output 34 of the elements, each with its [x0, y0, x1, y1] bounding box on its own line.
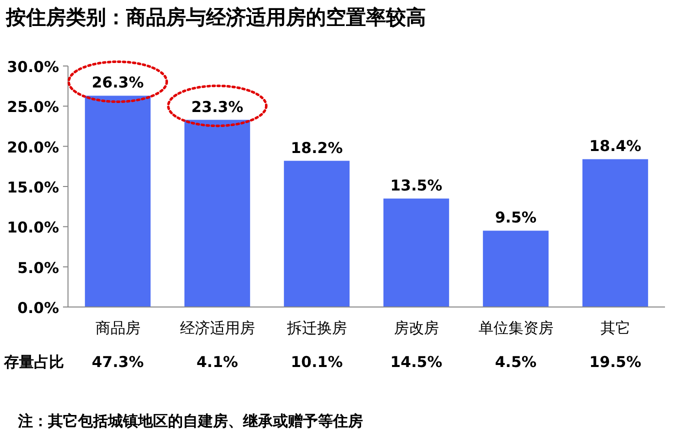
bar — [582, 159, 648, 307]
x-tick-label: 其它 — [600, 319, 630, 337]
y-tick-label: 15.0% — [6, 178, 59, 196]
bar — [184, 120, 250, 307]
y-tick-label: 30.0% — [6, 58, 59, 76]
bar — [482, 230, 549, 307]
data-label: 26.3% — [92, 74, 144, 92]
y-tick-label: 5.0% — [17, 258, 59, 277]
text: 4.5% — [494, 353, 537, 371]
chart-title: 按住房类别：商品房与经济适用房的空置率较高 — [5, 5, 426, 29]
x-tick-label: 单位集资房 — [478, 319, 554, 337]
text: 存量占比 — [3, 353, 64, 371]
y-tick-label: 20.0% — [6, 138, 59, 156]
text: 4.1% — [196, 353, 238, 371]
text: 47.3% — [92, 353, 144, 371]
x-tick-label: 经济适用房 — [180, 319, 255, 337]
data-label: 9.5% — [494, 208, 537, 227]
y-tick-label: 25.0% — [6, 98, 59, 116]
text: 10.1% — [290, 353, 343, 371]
y-tick-label: 10.0% — [6, 218, 59, 237]
text: 注：其它包括城镇地区的自建房、继承或赠予等住房 — [17, 412, 363, 430]
data-label: 18.2% — [290, 138, 343, 157]
bar — [84, 96, 151, 307]
x-tick-label: 拆迁换房 — [286, 319, 347, 337]
text: 14.5% — [390, 353, 442, 371]
bar — [284, 160, 350, 307]
bar — [383, 198, 450, 307]
x-tick-label: 房改房 — [394, 319, 439, 337]
y-tick-label: 0.0% — [17, 299, 59, 317]
data-label: 13.5% — [390, 176, 442, 195]
text: 19.5% — [589, 353, 642, 371]
x-tick-label: 商品房 — [95, 319, 140, 337]
data-label: 18.4% — [589, 137, 642, 156]
data-label: 23.3% — [191, 98, 244, 116]
